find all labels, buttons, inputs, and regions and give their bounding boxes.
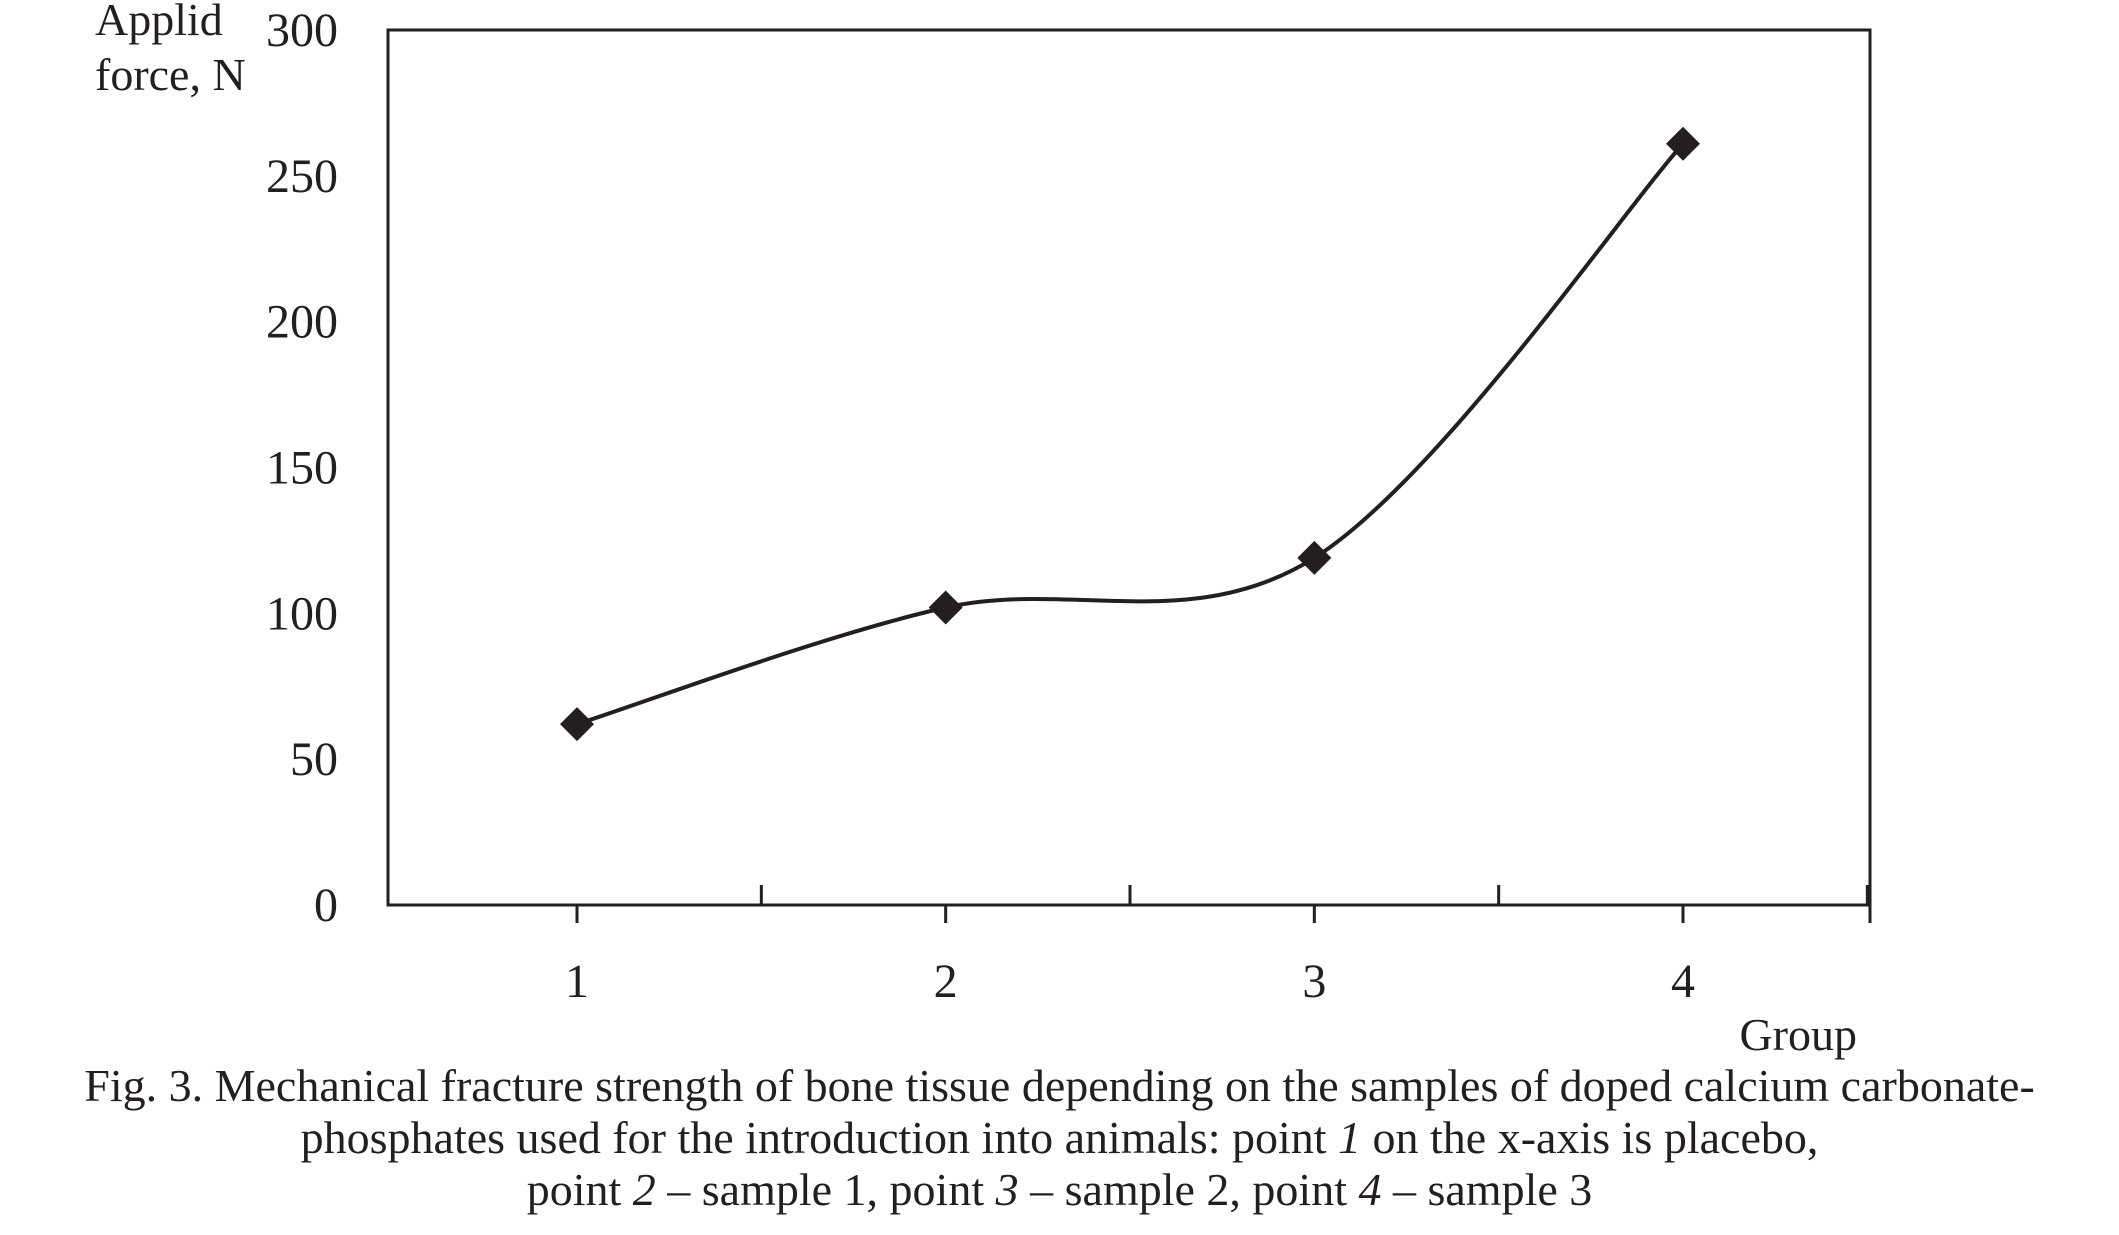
caption-text: – sample 1, point — [655, 1164, 996, 1215]
caption-point-ref: 3 — [995, 1164, 1019, 1215]
caption-text: – sample 3 — [1381, 1164, 1593, 1215]
series-line — [575, 141, 1685, 727]
caption-line-3: point 2 – sample 1, point 3 – sample 2, … — [0, 1164, 2119, 1216]
y-tick-label: 50 — [290, 733, 338, 786]
y-tick-label: 250 — [266, 150, 338, 203]
series-markers — [560, 126, 1700, 742]
x-tick-label: 2 — [934, 955, 958, 1008]
figure-caption: Fig. 3. Mechanical fracture strength of … — [0, 1060, 2119, 1216]
caption-line-2: phosphates used for the introduction int… — [0, 1112, 2119, 1164]
x-axis-ticks: 1 2 3 4 — [565, 885, 1872, 1008]
x-tick-label: 3 — [1302, 955, 1326, 1008]
caption-text: phosphates used for the introduction int… — [300, 1112, 1339, 1163]
x-axis-title: Group — [1739, 1009, 1857, 1060]
caption-line-1: Fig. 3. Mechanical fracture strength of … — [84, 1060, 2035, 1111]
y-tick-label: 100 — [266, 587, 338, 640]
data-point-marker — [1666, 126, 1700, 161]
y-tick-label: 300 — [266, 4, 338, 57]
caption-point-ref: 2 — [632, 1164, 656, 1215]
caption-point-ref: 4 — [1358, 1164, 1382, 1215]
caption-text: on the x-axis is placebo, — [1361, 1112, 1819, 1163]
plot-frame — [386, 28, 1872, 907]
caption-text: – sample 2, point — [1018, 1164, 1359, 1215]
y-tick-label: 150 — [266, 442, 338, 495]
y-axis-title-line2: force, N — [95, 49, 246, 100]
y-axis-ticks: 0 50 100 150 200 250 300 — [266, 4, 338, 932]
y-axis-title-line1: Applid — [95, 0, 223, 45]
data-point-marker — [1297, 540, 1332, 575]
data-point-marker — [560, 707, 594, 742]
y-tick-label: 0 — [314, 879, 338, 932]
caption-point-ref: 1 — [1338, 1112, 1362, 1163]
y-tick-label: 200 — [266, 296, 338, 349]
x-tick-label: 4 — [1671, 955, 1695, 1008]
caption-text: point — [526, 1164, 633, 1215]
data-point-marker — [928, 590, 963, 625]
x-tick-label: 1 — [565, 955, 589, 1008]
